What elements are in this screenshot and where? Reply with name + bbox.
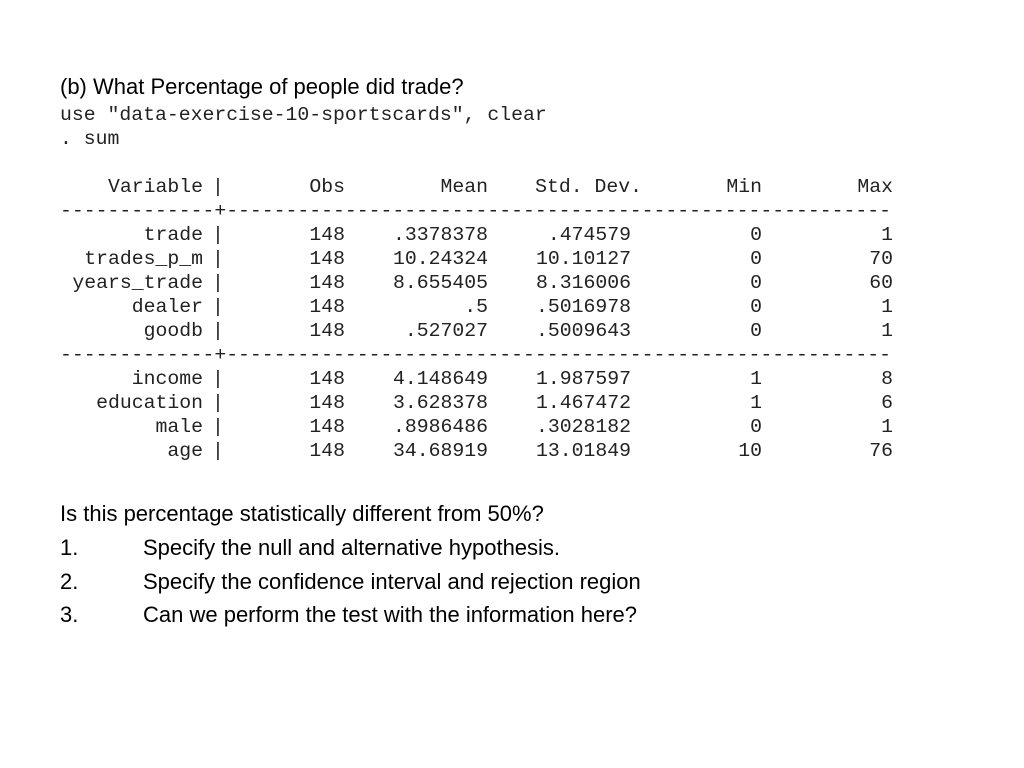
item-text: Can we perform the test with the informa… (143, 602, 638, 627)
heading: (b) What Percentage of people did trade? (60, 74, 464, 99)
column-header-cell: Mean (440, 176, 488, 198)
item-text: Specify the null and alternative hypothe… (143, 535, 561, 560)
question: Is this percentage statistically differe… (60, 501, 544, 526)
row-cell: 148 (309, 296, 345, 318)
row-label: dealer (131, 296, 203, 318)
row-cell: 8.655405 (393, 272, 488, 294)
rule: -------------+--------------------------… (60, 200, 891, 222)
row-cell: 0 (750, 416, 762, 438)
row-label: years_trade (72, 272, 203, 294)
item-number: 2. (60, 568, 79, 594)
divider: | (212, 440, 224, 462)
row-cell: .5 (464, 296, 488, 318)
column-header-cell: Min (726, 176, 762, 198)
item-number: 3. (60, 602, 79, 627)
row-cell: .5016978 (536, 296, 631, 318)
row-cell: 10.24324 (393, 248, 488, 270)
row-label: income (131, 368, 203, 390)
row-label: age (167, 440, 203, 462)
command: use "data-exercise-10-sportscards", clea… (60, 104, 547, 126)
row-cell: 1 (881, 224, 893, 246)
row-cell: 13.01849 (536, 440, 631, 462)
row-label: education (96, 392, 203, 414)
row-cell: 1 (881, 320, 893, 342)
divider: | (212, 320, 224, 342)
row-cell: 10.10127 (536, 248, 631, 270)
row-cell: 148 (309, 272, 345, 294)
row-cell: 148 (309, 224, 345, 246)
row-cell: 1 (750, 392, 762, 414)
column-header-label: Variable (108, 176, 203, 198)
row-cell: 1.467472 (536, 392, 631, 414)
row-cell: 148 (309, 392, 345, 414)
row-cell: .3028182 (536, 416, 631, 438)
row-cell: 8.316006 (536, 272, 631, 294)
item-text: Specify the confidence interval and reje… (143, 568, 641, 594)
row-label: trades_p_m (84, 248, 203, 270)
divider: | (212, 176, 224, 198)
row-cell: .527027 (404, 320, 488, 342)
row-cell: .5009643 (536, 320, 631, 342)
row-cell: 148 (309, 440, 345, 462)
row-cell: 1.987597 (536, 368, 631, 390)
row-label: goodb (143, 320, 203, 342)
row-cell: .3378378 (393, 224, 488, 246)
row-cell: 1 (750, 368, 762, 390)
row-cell: 148 (309, 368, 345, 390)
rule: -------------+--------------------------… (60, 344, 891, 366)
column-header-cell: Obs (309, 176, 345, 198)
divider: | (212, 224, 224, 246)
row-cell: 0 (750, 272, 762, 294)
row-cell: 76 (869, 440, 893, 462)
row-cell: .474579 (547, 224, 631, 246)
row-cell: 0 (750, 224, 762, 246)
row-cell: 1 (881, 416, 893, 438)
divider: | (212, 248, 224, 270)
divider: | (212, 368, 224, 390)
row-cell: 6 (881, 392, 893, 414)
column-header-cell: Max (857, 176, 893, 198)
row-cell: 1 (881, 296, 893, 318)
divider: | (212, 392, 224, 414)
row-cell: 60 (869, 272, 893, 294)
row-cell: .8986486 (393, 416, 488, 438)
divider: | (212, 416, 224, 438)
row-cell: 0 (750, 296, 762, 318)
row-cell: 34.68919 (393, 440, 488, 462)
item-number: 1. (60, 535, 79, 560)
row-cell: 3.628378 (393, 392, 488, 414)
row-cell: 148 (309, 248, 345, 270)
row-cell: 4.148649 (393, 368, 488, 390)
divider: | (212, 296, 224, 318)
row-cell: 148 (309, 416, 345, 438)
row-cell: 8 (881, 368, 893, 390)
row-label: male (155, 416, 203, 438)
row-cell: 148 (309, 320, 345, 342)
row-label: trade (143, 224, 203, 246)
column-header-cell: Std. Dev. (535, 176, 642, 198)
row-cell: 0 (750, 320, 762, 342)
row-cell: 0 (750, 248, 762, 270)
divider: | (212, 272, 224, 294)
row-cell: 10 (738, 440, 762, 462)
command: . sum (60, 128, 120, 150)
row-cell: 70 (869, 248, 893, 270)
